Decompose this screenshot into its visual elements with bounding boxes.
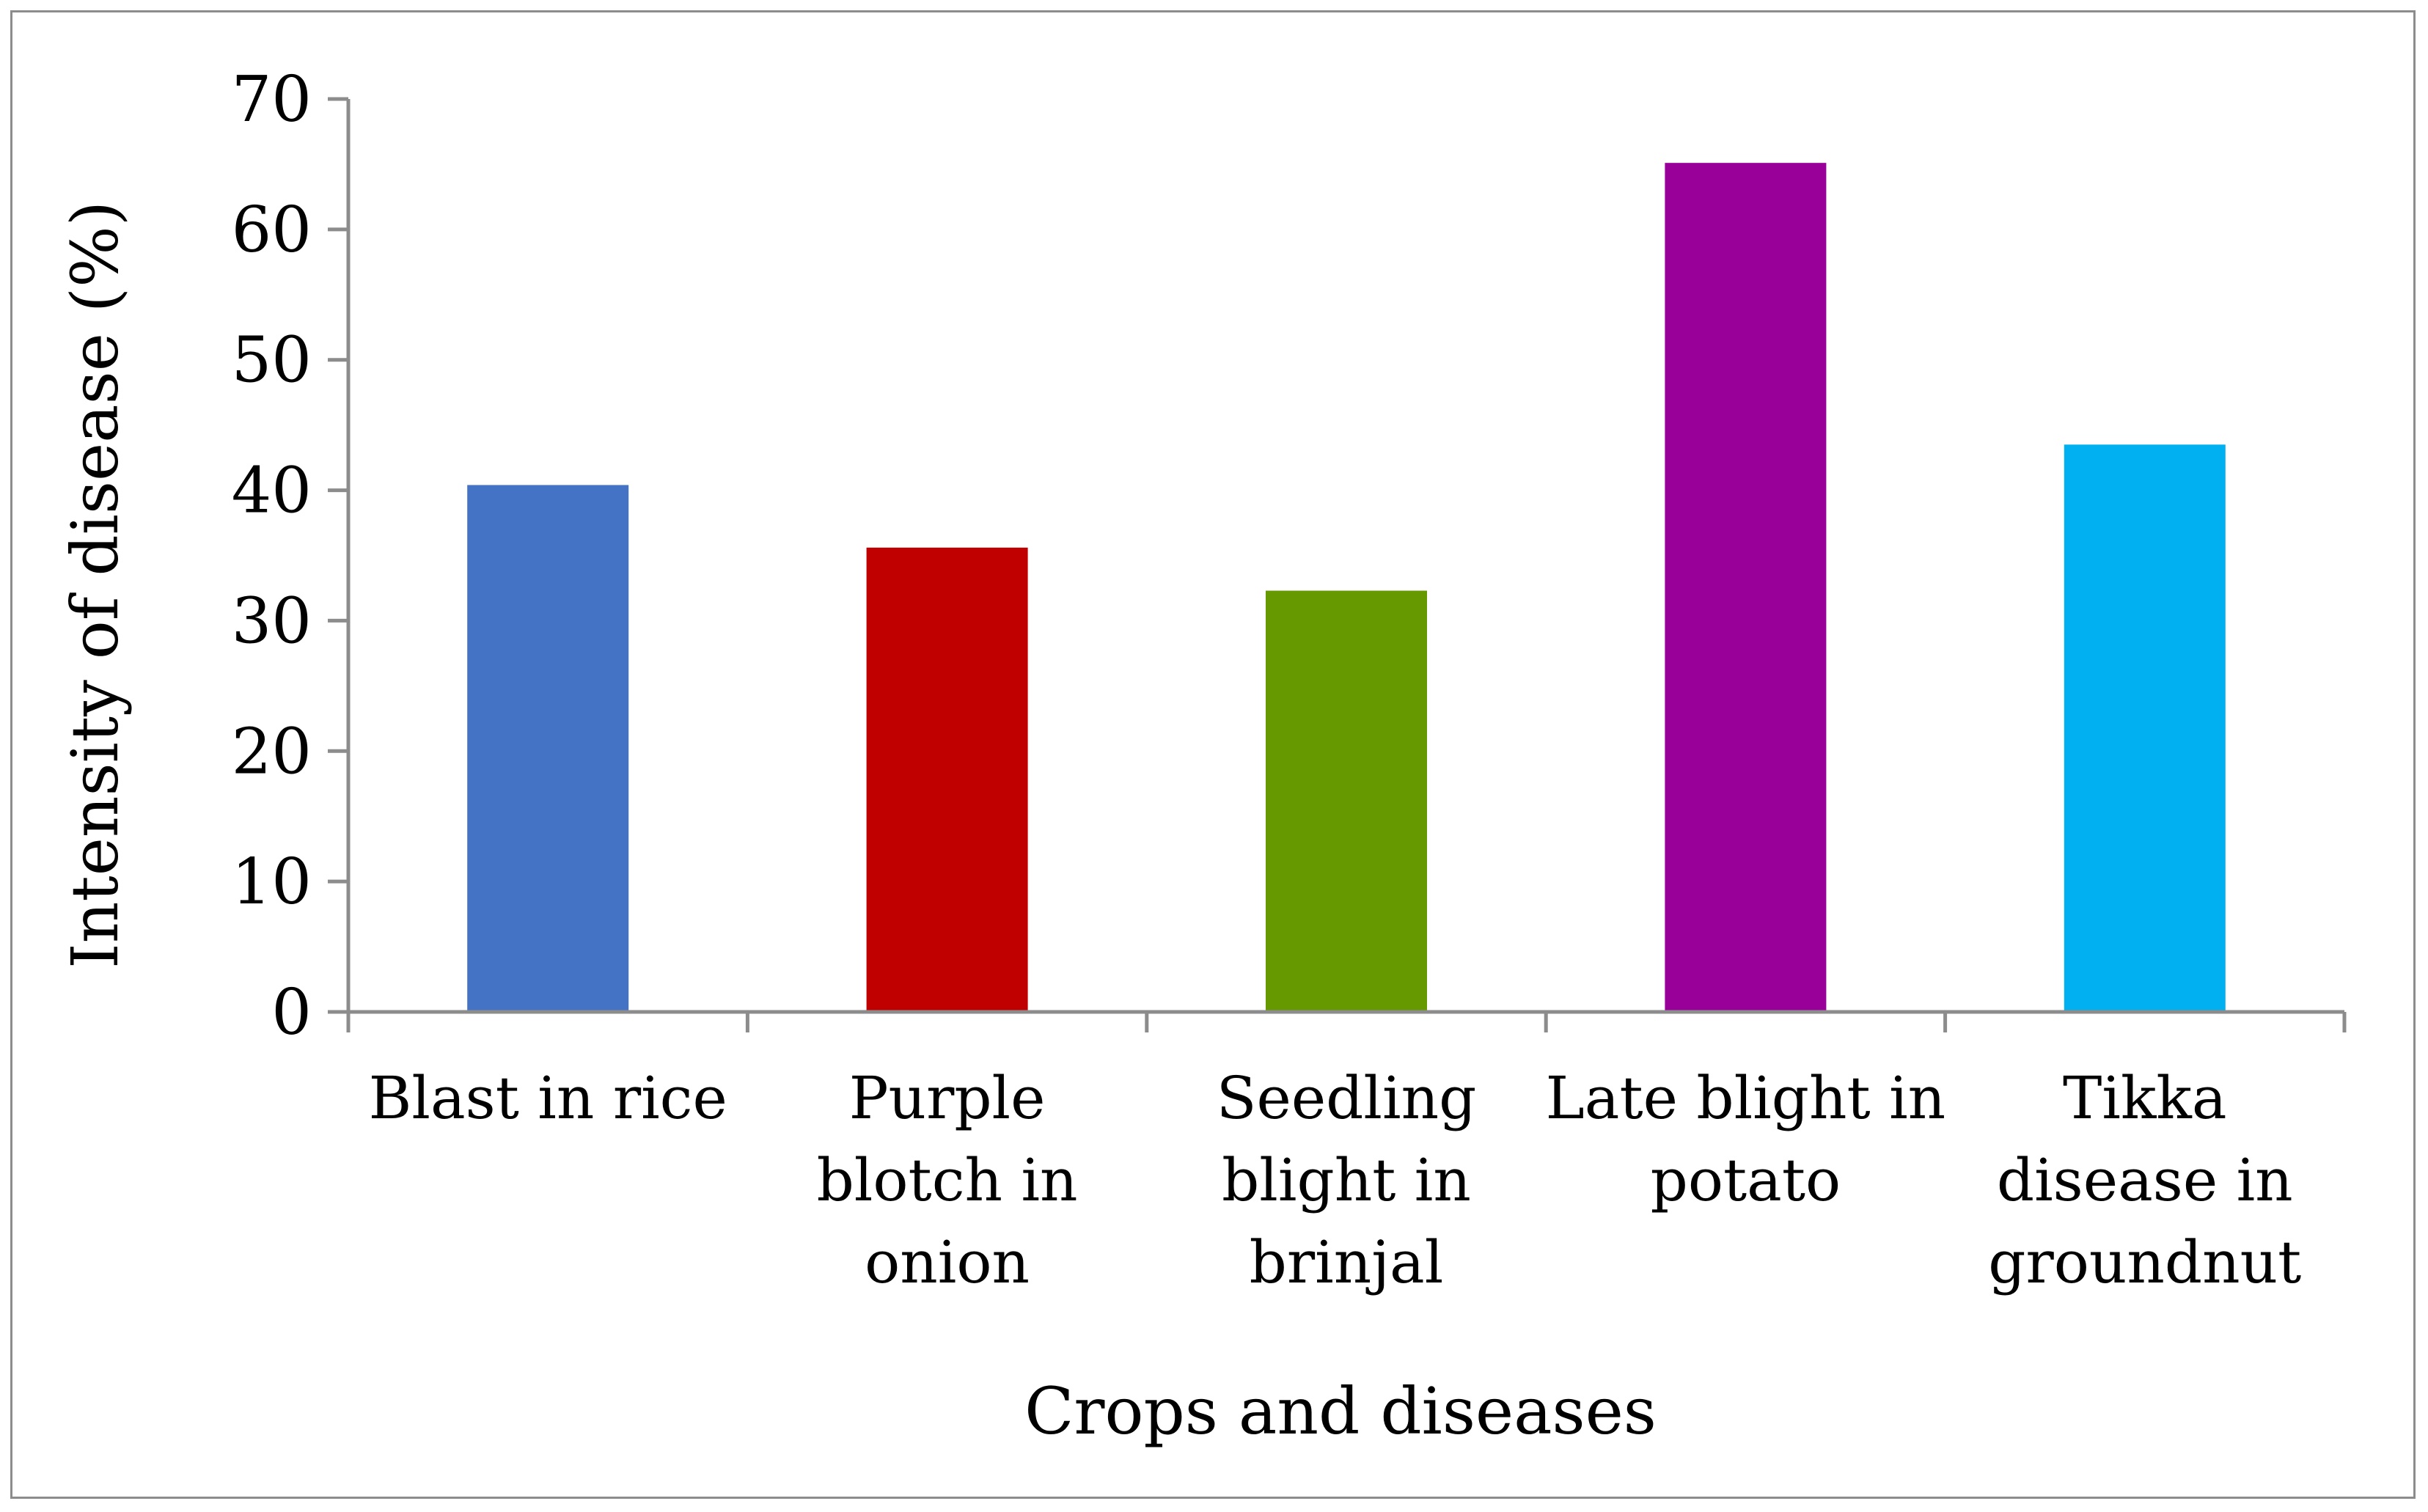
category-label: Seedling blight in brinjal — [1217, 1064, 1477, 1296]
bar-4: Late blight in potato: 65.1 — [1665, 163, 1827, 1012]
bar-3: Seedling blight in brinjal: 32.3 — [1266, 590, 1427, 1012]
category-label-line: groundnut — [1988, 1228, 2301, 1296]
chart-frame — [10, 10, 2416, 1499]
category-label-line: potato — [1651, 1146, 1841, 1214]
x-axis-ticks — [346, 1012, 2347, 1032]
y-tick-label: 0 — [271, 976, 312, 1049]
category-label-line: Tikka — [2063, 1064, 2227, 1132]
category-label: Blast in rice — [369, 1064, 727, 1132]
x-axis-title: Crops and diseases — [1024, 1373, 1657, 1449]
category-label-line: blight in — [1222, 1146, 1471, 1214]
category-label-line: Purple — [849, 1064, 1046, 1132]
category-label: Tikka disease in groundnut — [1988, 1064, 2301, 1296]
category-label-line: Late blight in — [1546, 1064, 1946, 1132]
category-label-line: disease in — [1997, 1146, 2293, 1214]
y-tick-label: 20 — [232, 715, 312, 788]
y-tick-label: 30 — [232, 584, 312, 658]
y-tick-label: 10 — [232, 845, 312, 919]
y-tick-label: 70 — [232, 63, 312, 136]
y-tick-label: 40 — [232, 455, 312, 528]
bars: Blast in rice: 40.4 Purple blotch in onio… — [467, 163, 2226, 1012]
category-label-line: blotch in — [817, 1146, 1078, 1214]
category-label-line: onion — [865, 1228, 1030, 1296]
y-axis-ticks: 0 10 20 30 40 50 60 70 — [232, 63, 348, 1049]
category-label-line: Blast in rice — [369, 1064, 727, 1132]
category-labels: Blast in rice Purple blotch in onion Seedlin… — [369, 1064, 2302, 1296]
category-label-line: Seedling — [1217, 1064, 1477, 1132]
y-tick-label: 50 — [232, 324, 312, 397]
y-tick-label: 60 — [232, 194, 312, 267]
y-axis-title: Intensity of disease (%) — [57, 201, 133, 969]
bar-1: Blast in rice: 40.4 — [467, 485, 629, 1012]
bar-2: Purple blotch in onion: 35.6 — [866, 547, 1028, 1012]
category-label: Late blight in potato — [1546, 1064, 1946, 1214]
bar-5: Tikka disease in groundnut: 43.5 — [2064, 444, 2226, 1012]
category-label-line: brinjal — [1250, 1228, 1444, 1296]
category-label: Purple blotch in onion — [817, 1064, 1078, 1296]
